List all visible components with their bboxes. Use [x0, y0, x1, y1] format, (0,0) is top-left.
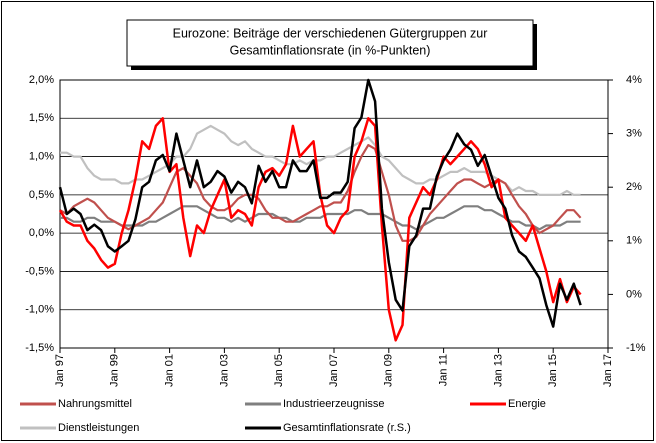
- y-tick-label: -0,5%: [25, 265, 54, 277]
- x-tick-label: Jan 17: [602, 354, 614, 387]
- series-line: [60, 124, 581, 196]
- x-tick-label: Jan 09: [383, 354, 395, 387]
- y-tick-label: 2,0%: [29, 74, 54, 86]
- y2-tick-label: -1%: [626, 342, 646, 354]
- legend-label: Gesamtinflationsrate (r.S.): [283, 422, 411, 434]
- legend-label: Dienstleistungen: [58, 422, 139, 434]
- y-tick-label: -1,0%: [25, 304, 54, 316]
- legend-label: Nahrungsmittel: [58, 398, 132, 410]
- y2-tick-label: 3%: [626, 128, 642, 140]
- y2-tick-label: 2%: [626, 181, 642, 193]
- x-tick-label: Jan 03: [218, 354, 230, 387]
- x-tick-label: Jan 05: [273, 354, 285, 387]
- title-box: [126, 19, 534, 67]
- legend-label: Industrieerzeugnisse: [283, 398, 385, 410]
- series-line: [58, 78, 582, 328]
- chart-title: Gesamtinflationsrate (in %-Punkten): [230, 43, 431, 57]
- y2-tick-label: 1%: [626, 235, 642, 247]
- x-tick-label: Jan 15: [547, 354, 559, 387]
- legend-label: Energie: [508, 398, 546, 410]
- x-tick-label: Jan 07: [328, 354, 340, 387]
- y-tick-label: -1,5%: [25, 342, 54, 354]
- x-tick-label: Jan 13: [492, 354, 504, 387]
- x-tick-label: Jan 99: [109, 354, 121, 387]
- x-tick-label: Jan 97: [54, 354, 66, 387]
- y-tick-label: 0,0%: [29, 227, 54, 239]
- y-tick-label: 1,5%: [29, 112, 54, 124]
- y2-tick-label: 4%: [626, 74, 642, 86]
- series-line: [60, 205, 581, 231]
- y2-tick-label: 0%: [626, 288, 642, 300]
- x-tick-label: Jan 11: [438, 354, 450, 386]
- x-tick-label: Jan 01: [164, 354, 176, 387]
- chart-title: Eurozone: Beiträge der verschiedenen Güt…: [173, 26, 488, 40]
- y-tick-label: 1,0%: [29, 150, 54, 162]
- y-tick-label: 0,5%: [29, 189, 54, 201]
